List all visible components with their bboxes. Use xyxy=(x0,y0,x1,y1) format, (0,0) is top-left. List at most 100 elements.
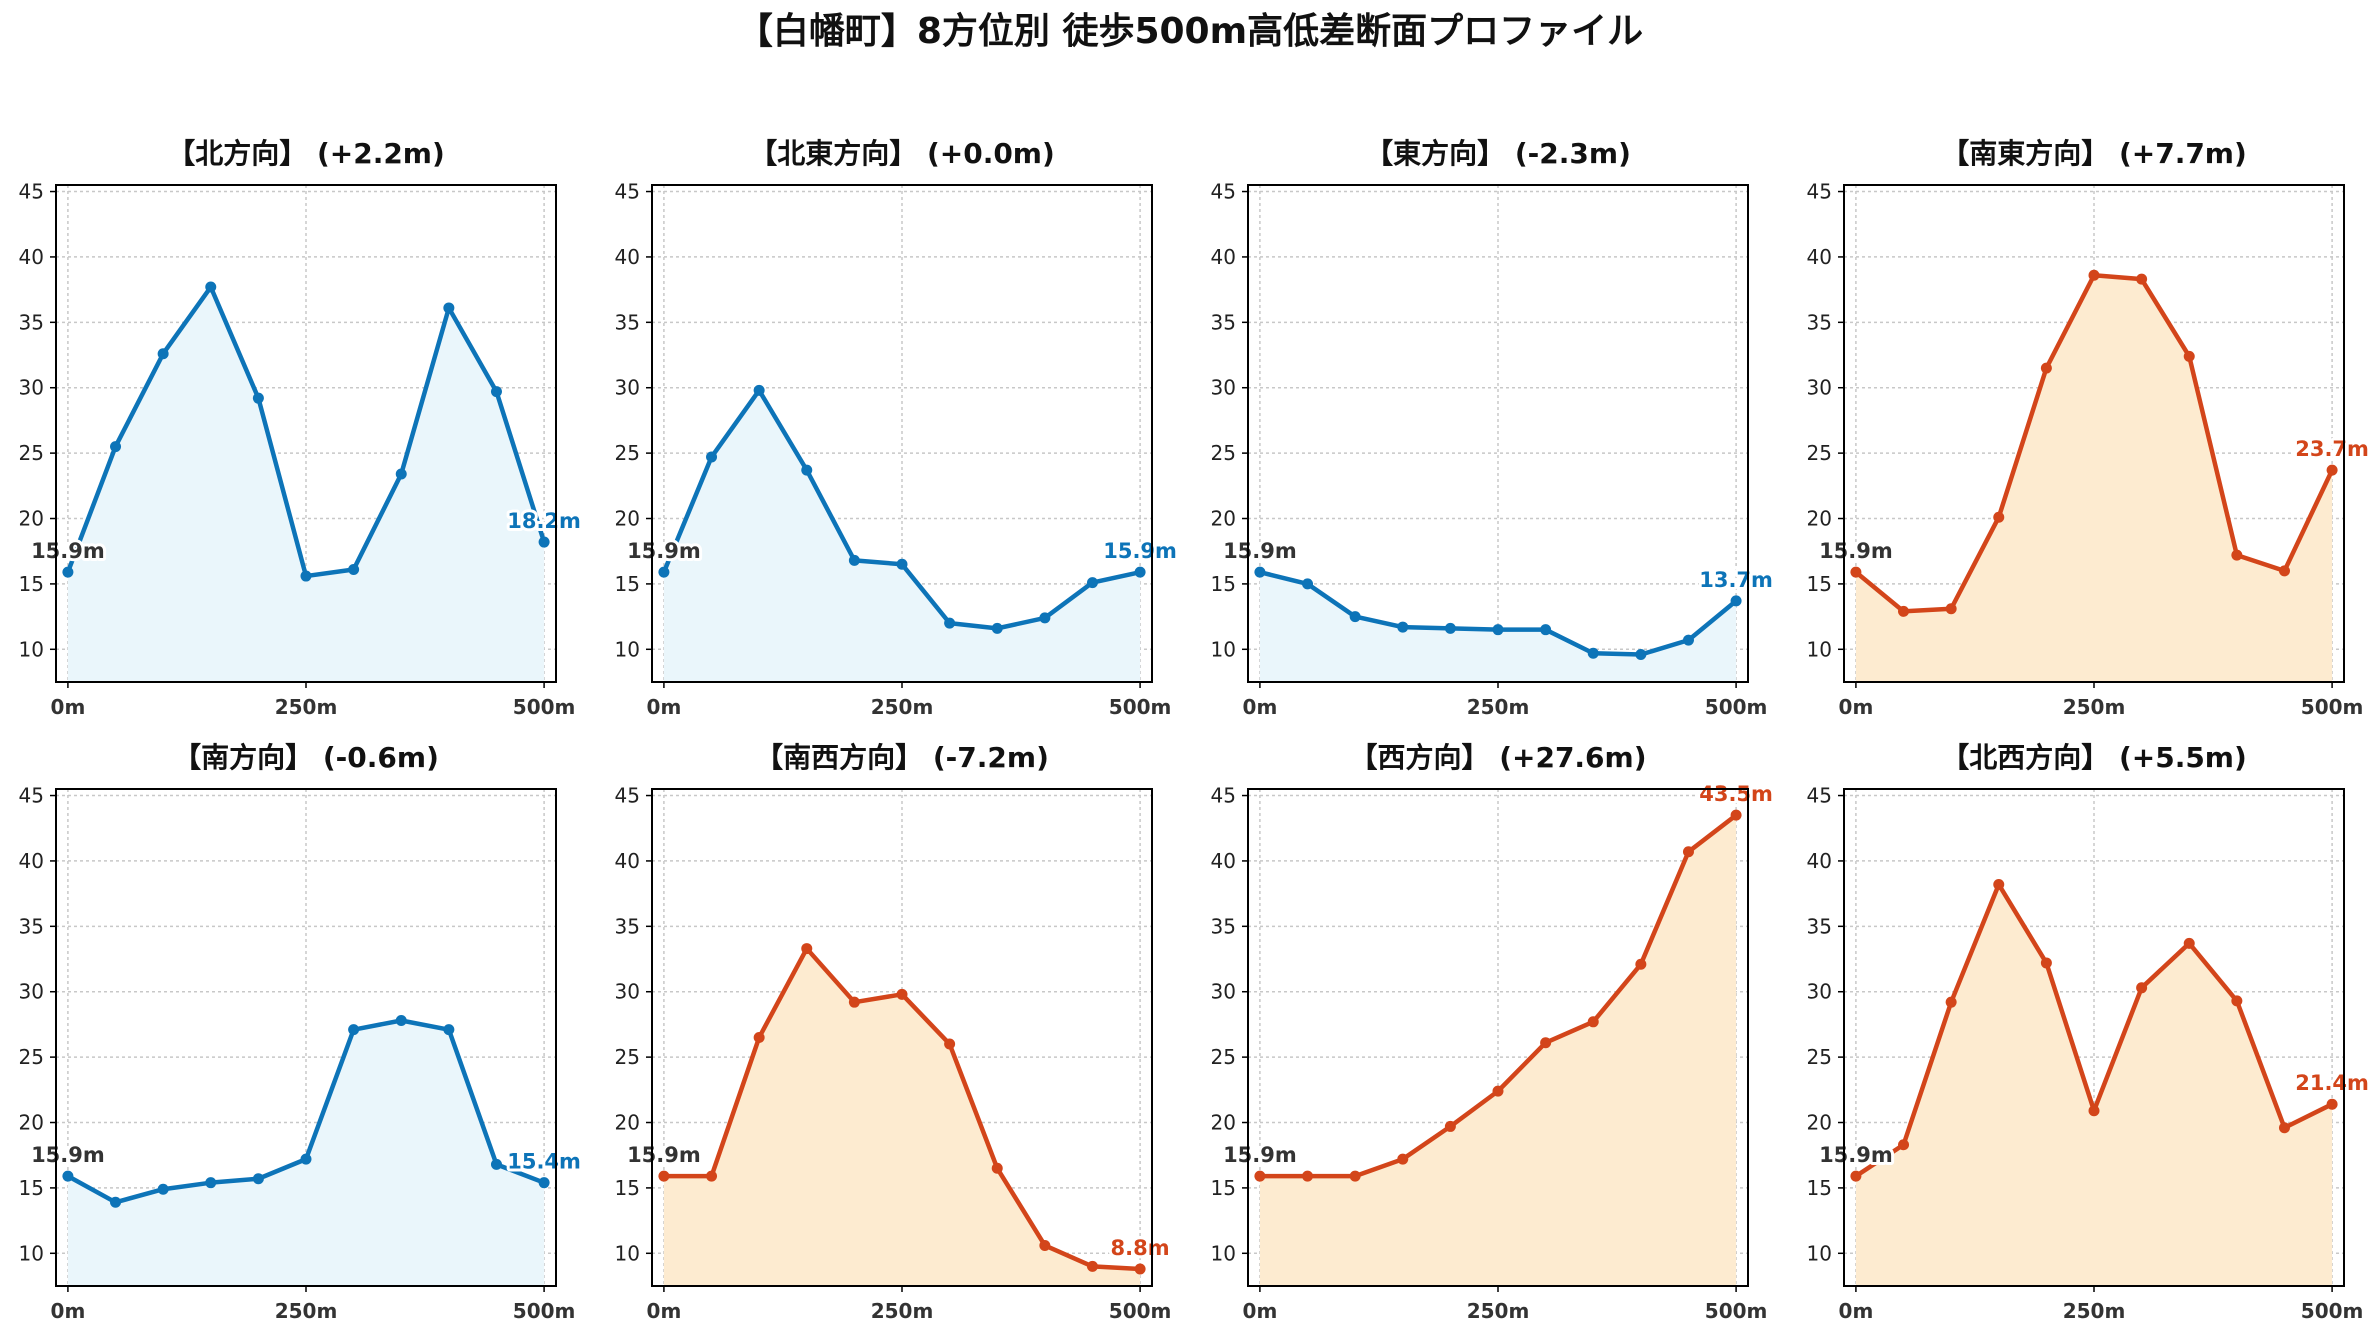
y-tick-label: 35 xyxy=(1807,310,1832,334)
elevation-point xyxy=(1039,612,1051,624)
elevation-point xyxy=(1086,1260,1098,1272)
elevation-point xyxy=(2136,982,2148,994)
y-tick-label: 10 xyxy=(1807,637,1832,661)
elevation-point xyxy=(252,392,264,404)
y-tick-label: 15 xyxy=(19,572,44,596)
elevation-area xyxy=(1855,275,2333,682)
y-tick-label: 10 xyxy=(1211,637,1236,661)
elevation-point xyxy=(2183,350,2195,362)
y-tick-label: 40 xyxy=(615,245,640,269)
elevation-point xyxy=(944,617,956,629)
y-tick-label: 20 xyxy=(19,507,44,531)
elevation-point xyxy=(1635,958,1647,970)
axes-frame xyxy=(1247,788,1749,1287)
elevation-point xyxy=(300,1153,312,1165)
elevation-point xyxy=(1945,603,1957,615)
elevation-point xyxy=(538,1177,550,1189)
panel-title: 【北方向】 (+2.2m) xyxy=(167,137,445,170)
y-tick-label: 15 xyxy=(1211,1176,1236,1200)
elevation-point xyxy=(706,1170,718,1182)
panel-title: 【北東方向】 (+0.0m) xyxy=(749,137,1055,170)
axes-frame xyxy=(55,184,557,683)
y-tick-label: 45 xyxy=(1211,180,1236,204)
elevation-point xyxy=(395,468,407,480)
elevation-point xyxy=(110,1196,122,1208)
start-elevation-label: 15.9m xyxy=(1819,539,1893,563)
end-elevation-label: 15.9m xyxy=(1103,539,1177,563)
elevation-panel-3: 【南東方向】 (+7.7m) 10 15 20 25 30 35 40 45 0m 250m 500m… xyxy=(1807,137,2372,719)
x-tick-label: 250m xyxy=(2063,695,2126,719)
y-tick-label: 45 xyxy=(19,180,44,204)
elevation-point xyxy=(944,1038,956,1050)
elevation-point xyxy=(157,348,169,360)
elevation-point xyxy=(252,1173,264,1185)
elevation-point xyxy=(1730,809,1742,821)
y-tick-label: 40 xyxy=(19,849,44,873)
end-elevation-label: 18.2m xyxy=(507,509,581,533)
axes-frame xyxy=(651,788,1153,1287)
y-tick-label: 25 xyxy=(19,1045,44,1069)
start-elevation-label: 15.9m xyxy=(31,1143,105,1167)
y-tick-label: 20 xyxy=(1807,1111,1832,1135)
panel-title: 【東方向】 (-2.3m) xyxy=(1365,137,1631,170)
elevation-point xyxy=(2183,937,2195,949)
y-tick-label: 35 xyxy=(19,310,44,334)
y-tick-label: 15 xyxy=(615,1176,640,1200)
elevation-point xyxy=(1587,1016,1599,1028)
elevation-point xyxy=(753,1032,765,1043)
x-tick-label: 0m xyxy=(1839,1299,1874,1323)
panel-title: 【南東方向】 (+7.7m) xyxy=(1941,137,2247,170)
y-tick-label: 20 xyxy=(615,1111,640,1135)
y-tick-label: 45 xyxy=(1807,784,1832,808)
elevation-point xyxy=(1254,566,1266,578)
axes-frame xyxy=(55,788,557,1287)
elevation-point xyxy=(443,302,455,314)
panel-title: 【北西方向】 (+5.5m) xyxy=(1941,741,2247,774)
elevation-area xyxy=(663,390,1141,682)
elevation-point xyxy=(801,464,813,476)
elevation-panel-0: 【北方向】 (+2.2m) 10 15 20 25 30 35 40 45 0m 250m 500m 1… xyxy=(19,137,584,719)
y-tick-label: 45 xyxy=(615,784,640,808)
elevation-point xyxy=(2278,565,2290,577)
elevation-point xyxy=(1898,1139,1910,1151)
elevation-point xyxy=(1945,996,1957,1008)
elevation-point xyxy=(1349,1170,1361,1182)
x-tick-label: 250m xyxy=(1467,695,1530,719)
x-tick-label: 500m xyxy=(1705,695,1768,719)
y-tick-label: 40 xyxy=(1807,849,1832,873)
y-tick-label: 25 xyxy=(1211,441,1236,465)
elevation-point xyxy=(348,564,360,576)
elevation-point xyxy=(1492,624,1504,636)
elevation-point xyxy=(1254,1170,1266,1182)
y-tick-label: 45 xyxy=(1807,180,1832,204)
y-tick-label: 35 xyxy=(1211,914,1236,938)
elevation-point xyxy=(1850,566,1862,578)
elevation-point xyxy=(205,281,217,293)
elevation-point xyxy=(443,1024,455,1036)
y-tick-label: 10 xyxy=(19,1241,44,1265)
start-elevation-label: 15.9m xyxy=(627,1143,701,1167)
elevation-point xyxy=(706,451,718,463)
elevation-point xyxy=(753,384,765,396)
y-tick-label: 30 xyxy=(615,376,640,400)
x-tick-label: 250m xyxy=(1467,1299,1530,1323)
y-tick-label: 45 xyxy=(19,784,44,808)
start-elevation-label: 15.9m xyxy=(1819,1143,1893,1167)
panel-title: 【南西方向】 (-7.2m) xyxy=(755,741,1049,774)
elevation-point xyxy=(62,566,74,578)
y-tick-label: 15 xyxy=(615,572,640,596)
elevation-panel-7: 【北西方向】 (+5.5m) 10 15 20 25 30 35 40 45 0m 250m 500m… xyxy=(1807,741,2372,1323)
y-tick-label: 40 xyxy=(1211,245,1236,269)
elevation-point xyxy=(2088,1105,2100,1117)
y-tick-label: 40 xyxy=(615,849,640,873)
y-tick-label: 30 xyxy=(1211,376,1236,400)
y-tick-label: 25 xyxy=(1807,441,1832,465)
elevation-point xyxy=(848,996,860,1008)
figure-title: 【白幡町】8方位別 徒歩500m高低差断面プロファイル xyxy=(736,11,1644,52)
y-tick-label: 30 xyxy=(1807,980,1832,1004)
elevation-point xyxy=(1302,1170,1314,1182)
elevation-point xyxy=(2231,549,2243,561)
x-tick-label: 0m xyxy=(51,695,86,719)
elevation-point xyxy=(991,622,1003,634)
elevation-point xyxy=(991,1162,1003,1174)
